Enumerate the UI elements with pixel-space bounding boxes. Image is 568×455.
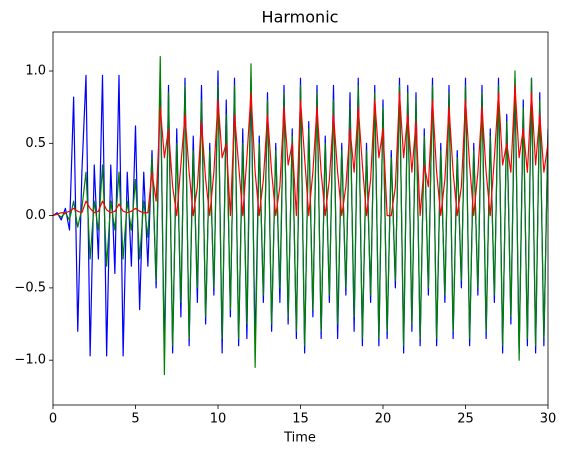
x-tick-label: 20	[375, 412, 392, 427]
y-tick-label: −0.5	[14, 280, 46, 295]
y-tick-label: 1.0	[25, 64, 46, 79]
y-tick-label: 0.0	[25, 208, 46, 223]
chart-title: Harmonic	[262, 8, 339, 27]
x-tick-label: 15	[292, 412, 309, 427]
waveform-line	[53, 84, 548, 217]
y-tick-label: −1.0	[14, 353, 46, 368]
y-tick-label: 0.5	[25, 136, 46, 151]
x-tick-label: 0	[49, 412, 57, 427]
x-tick-label: 25	[457, 412, 474, 427]
x-tick-label: 10	[210, 412, 227, 427]
waveform-line	[53, 55, 548, 376]
x-tick-label: 5	[131, 412, 139, 427]
x-tick-label: 30	[540, 412, 557, 427]
waveform-line	[53, 70, 548, 357]
x-axis-label: Time	[283, 431, 316, 446]
